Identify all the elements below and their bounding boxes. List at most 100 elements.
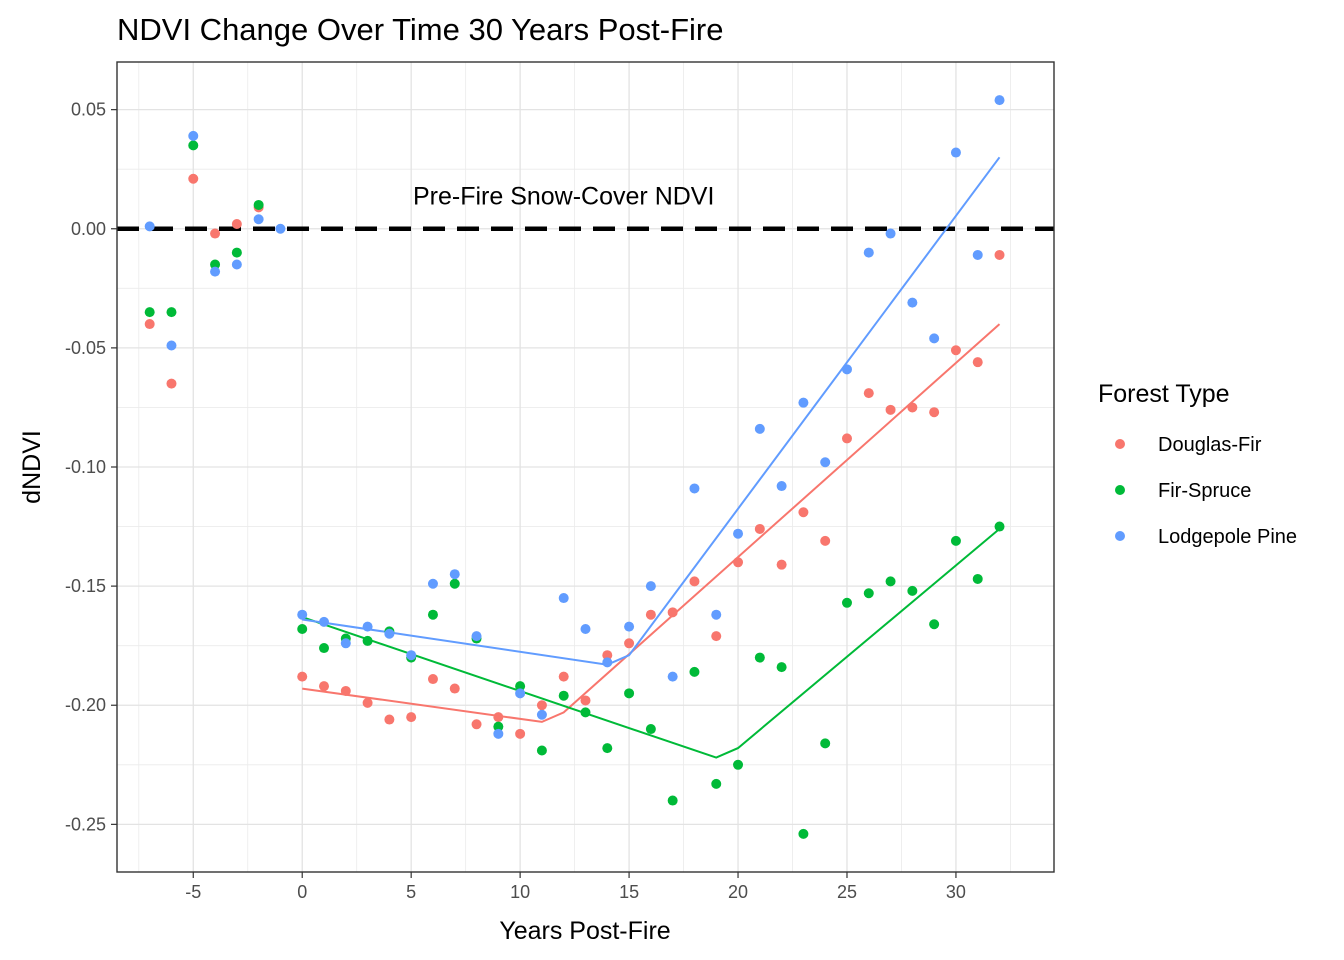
point-lodgepole-pine — [863, 247, 874, 258]
point-lodgepole-pine — [493, 728, 504, 739]
x-axis-ticks: -5 0 5 10 15 20 25 30 — [185, 872, 966, 902]
point-lodgepole-pine — [231, 259, 242, 270]
point-fir-spruce — [188, 140, 199, 151]
point-fir-spruce — [319, 643, 330, 654]
point-fir-spruce — [776, 662, 787, 673]
point-douglas-fir — [427, 674, 438, 685]
point-douglas-fir — [798, 507, 809, 518]
point-fir-spruce — [253, 199, 264, 210]
point-fir-spruce — [602, 743, 613, 754]
point-douglas-fir — [384, 714, 395, 725]
minor-gridlines — [117, 62, 1054, 872]
points-layer — [144, 95, 1005, 839]
point-fir-spruce — [907, 585, 918, 596]
point-lodgepole-pine — [275, 223, 286, 234]
point-lodgepole-pine — [340, 638, 351, 649]
legend-key-lodgepole-pine — [1115, 531, 1125, 541]
point-douglas-fir — [188, 173, 199, 184]
legend-label-lodgepole-pine: Lodgepole Pine — [1158, 526, 1297, 548]
point-douglas-fir — [711, 631, 722, 642]
point-fir-spruce — [645, 724, 656, 735]
point-fir-spruce — [667, 795, 678, 806]
x-tick-label: 0 — [297, 882, 307, 902]
point-lodgepole-pine — [144, 221, 155, 232]
point-lodgepole-pine — [776, 481, 787, 492]
point-fir-spruce — [493, 721, 504, 732]
point-douglas-fir — [754, 523, 765, 534]
point-douglas-fir — [536, 700, 547, 711]
fit-lines-layer — [301, 156, 1001, 759]
point-lodgepole-pine — [362, 621, 373, 632]
point-douglas-fir — [667, 607, 678, 618]
point-douglas-fir — [231, 219, 242, 229]
point-fir-spruce — [972, 573, 983, 584]
legend-key-douglas-fir — [1115, 439, 1125, 449]
point-douglas-fir — [515, 728, 526, 739]
legend-key-fir-spruce — [1115, 485, 1125, 495]
point-douglas-fir — [449, 683, 460, 694]
point-lodgepole-pine — [950, 147, 961, 158]
point-lodgepole-pine — [972, 249, 983, 260]
x-tick-label: 25 — [837, 882, 857, 902]
point-lodgepole-pine — [798, 397, 809, 408]
y-axis-title: dNDVI — [18, 430, 46, 504]
point-lodgepole-pine — [907, 297, 918, 308]
y-tick-label: -0.20 — [65, 695, 106, 715]
y-tick-label: -0.25 — [65, 814, 106, 834]
point-douglas-fir — [362, 697, 373, 708]
point-fir-spruce — [624, 688, 635, 699]
point-fir-spruce — [863, 588, 874, 599]
x-tick-label: 20 — [728, 882, 748, 902]
point-douglas-fir — [841, 433, 852, 444]
point-fir-spruce — [929, 619, 940, 630]
point-douglas-fir — [319, 681, 330, 692]
point-fir-spruce — [297, 624, 308, 634]
point-douglas-fir — [885, 404, 896, 415]
point-lodgepole-pine — [210, 266, 221, 277]
point-lodgepole-pine — [602, 657, 613, 668]
point-lodgepole-pine — [733, 528, 744, 539]
point-douglas-fir — [863, 388, 874, 399]
point-fir-spruce — [536, 745, 547, 756]
point-douglas-fir — [471, 719, 482, 730]
point-lodgepole-pine — [253, 214, 264, 225]
point-lodgepole-pine — [297, 609, 308, 620]
point-fir-spruce — [689, 666, 700, 677]
point-fir-spruce — [449, 578, 460, 589]
point-lodgepole-pine — [580, 624, 591, 634]
point-lodgepole-pine — [994, 95, 1005, 106]
y-tick-label: -0.15 — [65, 576, 106, 596]
point-douglas-fir — [406, 712, 417, 723]
point-lodgepole-pine — [536, 709, 547, 720]
point-lodgepole-pine — [624, 621, 635, 632]
point-lodgepole-pine — [820, 457, 831, 468]
point-douglas-fir — [166, 378, 177, 389]
point-douglas-fir — [340, 685, 351, 696]
y-axis-ticks: 0.05 0.00 -0.05 -0.10 -0.15 -0.20 -0.25 — [65, 100, 117, 834]
point-fir-spruce — [950, 535, 961, 546]
point-lodgepole-pine — [449, 569, 460, 580]
point-fir-spruce — [231, 247, 242, 258]
point-lodgepole-pine — [515, 688, 526, 699]
x-tick-label: -5 — [185, 882, 201, 902]
point-douglas-fir — [776, 559, 787, 570]
point-fir-spruce — [558, 690, 569, 701]
point-fir-spruce — [841, 597, 852, 608]
legend-label-douglas-fir: Douglas-Fir — [1158, 434, 1262, 456]
point-lodgepole-pine — [384, 628, 395, 639]
x-tick-label: 15 — [619, 882, 639, 902]
point-douglas-fir — [689, 576, 700, 587]
point-douglas-fir — [624, 638, 635, 649]
point-lodgepole-pine — [929, 333, 940, 344]
chart-title: NDVI Change Over Time 30 Years Post-Fire — [117, 12, 723, 47]
point-douglas-fir — [733, 557, 744, 568]
annotation-label: Pre-Fire Snow-Cover NDVI — [413, 182, 714, 210]
legend-label-fir-spruce: Fir-Spruce — [1158, 480, 1251, 502]
point-fir-spruce — [820, 738, 831, 749]
point-fir-spruce — [754, 652, 765, 663]
point-douglas-fir — [950, 345, 961, 356]
x-tick-label: 30 — [946, 882, 966, 902]
point-lodgepole-pine — [667, 671, 678, 682]
point-fir-spruce — [711, 778, 722, 789]
point-fir-spruce — [427, 609, 438, 620]
